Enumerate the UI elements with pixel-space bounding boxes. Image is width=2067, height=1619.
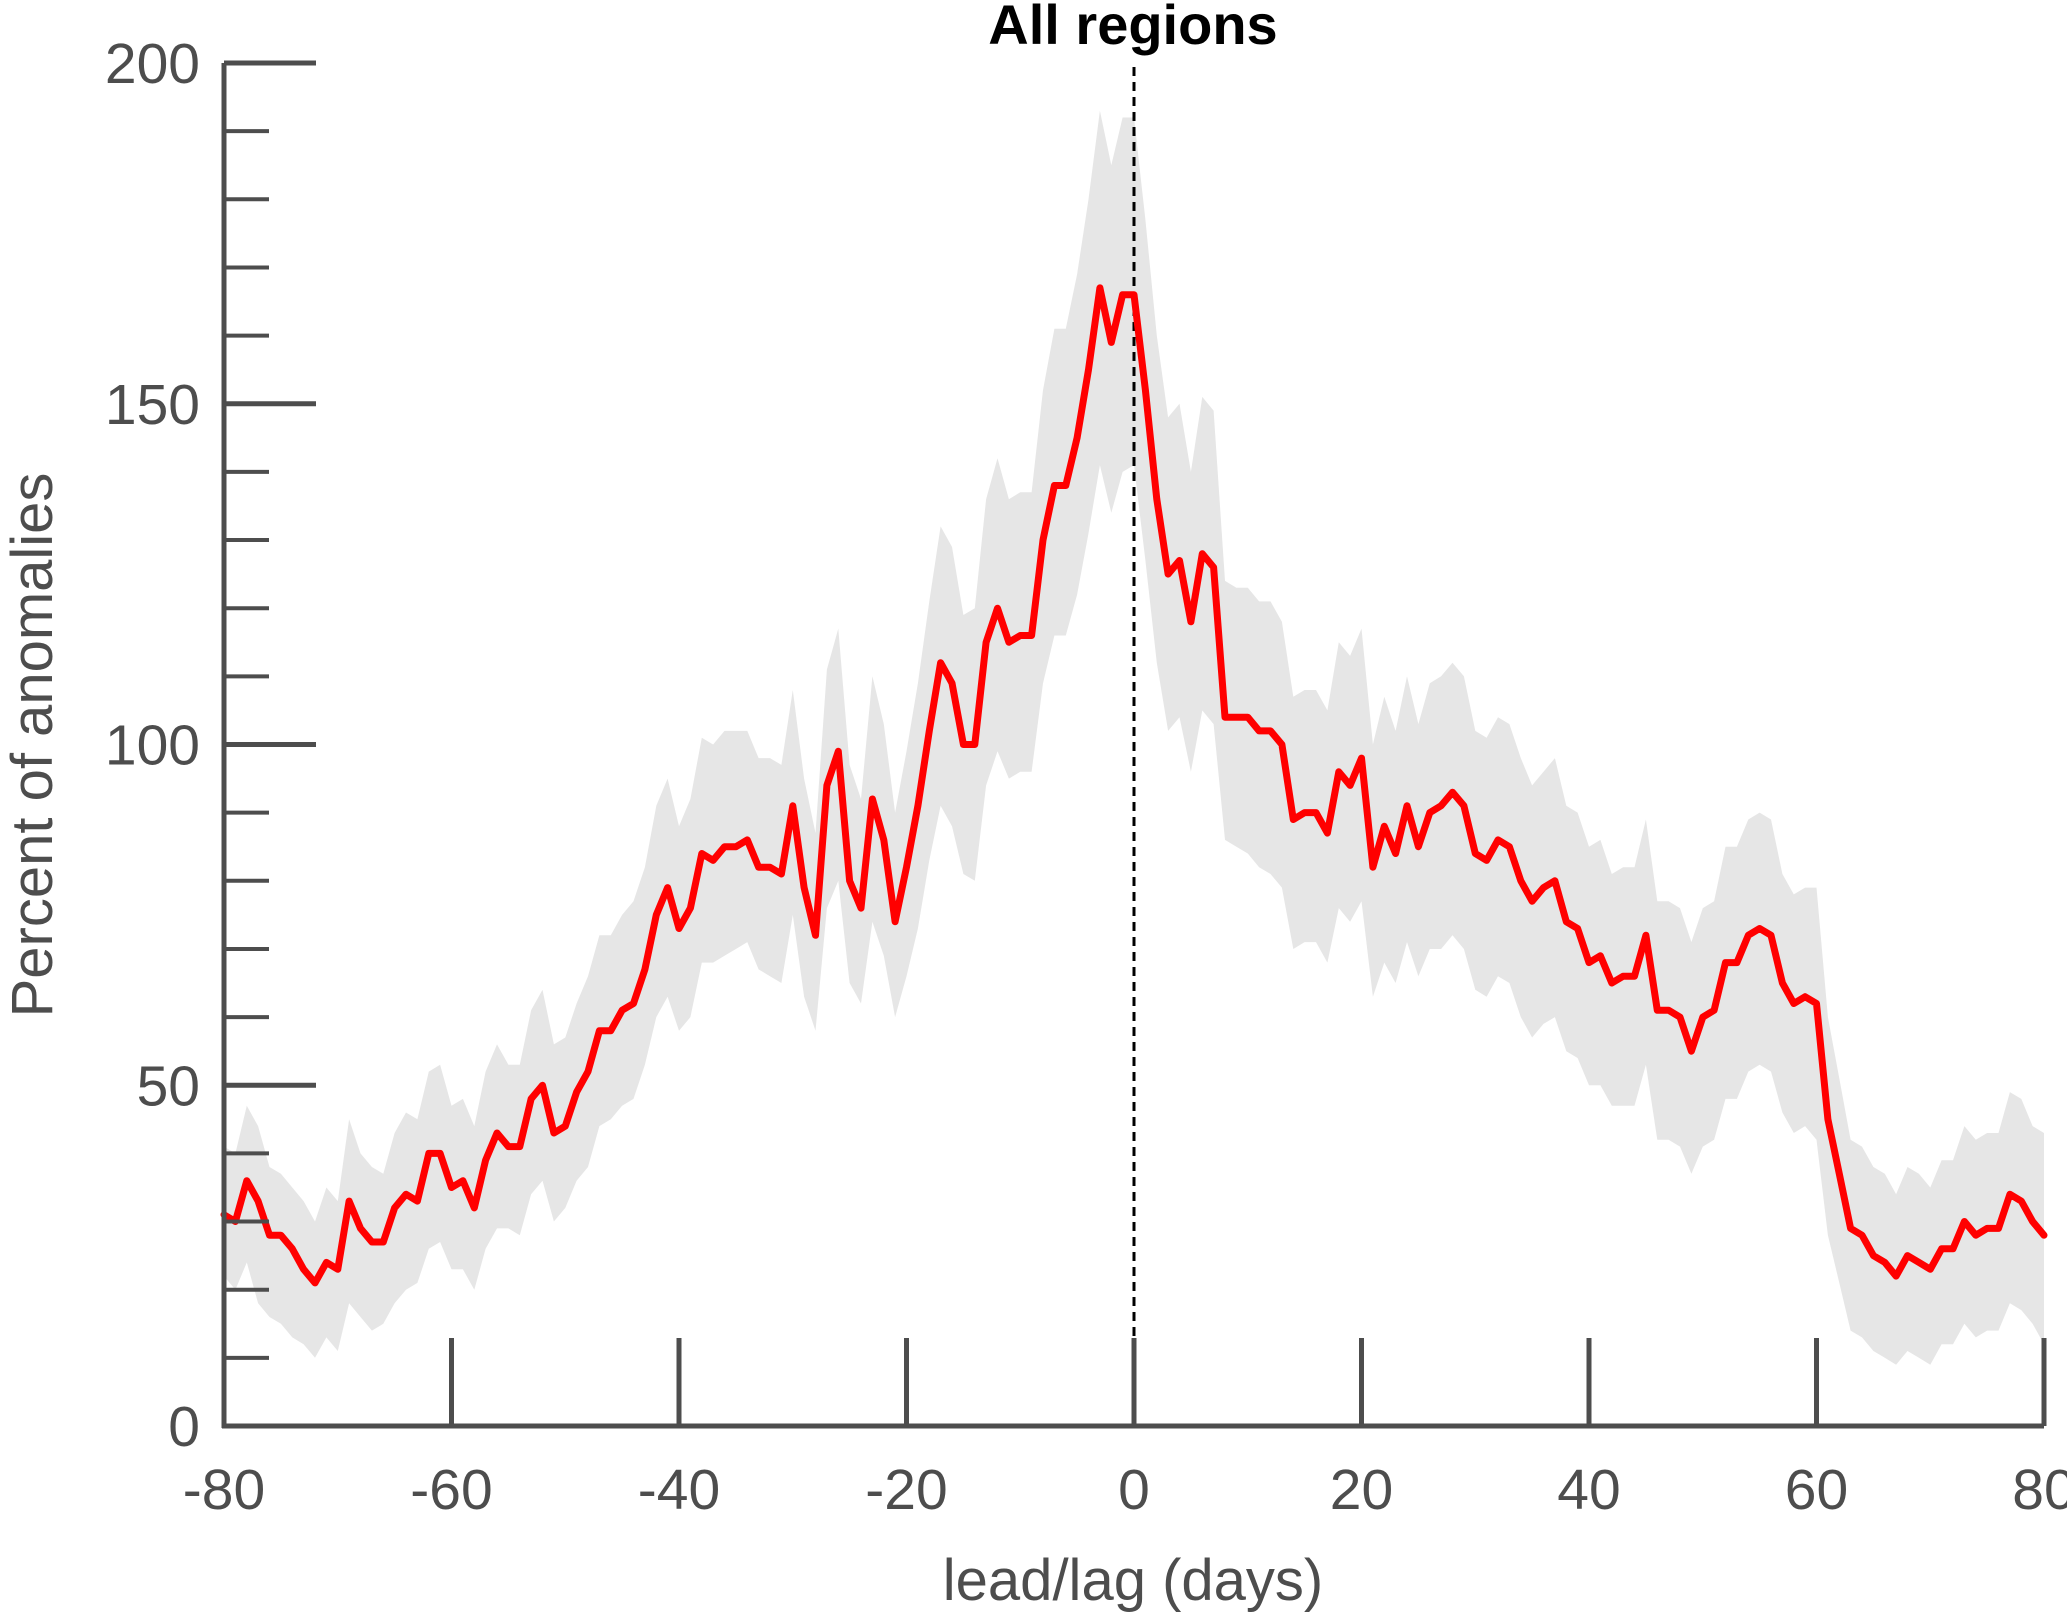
axes <box>221 60 2047 1429</box>
x-tick-label: 0 <box>1118 1458 1150 1522</box>
x-tick-label: -80 <box>183 1458 265 1522</box>
x-tick-label: 60 <box>1785 1458 1848 1522</box>
series-line-layer <box>220 284 2048 1287</box>
x-tick-label: 40 <box>1557 1458 1620 1522</box>
x-tick-label: -60 <box>410 1458 492 1522</box>
x-axis-label: lead/lag (days) <box>943 1548 1323 1613</box>
tick-labels: 0 50 100 150 200 -80 -60 -40 -20 0 20 40 60 80 <box>105 32 2067 1522</box>
x-tick-label: 80 <box>2012 1458 2067 1522</box>
y-tick-label: 100 <box>105 714 200 778</box>
y-tick-label: 0 <box>168 1395 200 1459</box>
x-tick-label: -40 <box>638 1458 720 1522</box>
x-tick-label: -20 <box>865 1458 947 1522</box>
y-tick-label: 50 <box>137 1054 200 1118</box>
y-axis-label: Percent of anomalies <box>0 473 65 1018</box>
series-line <box>220 284 2048 1287</box>
chart-title: All regions <box>988 0 1277 56</box>
y-tick-label: 150 <box>105 373 200 437</box>
y-tick-label: 200 <box>105 32 200 96</box>
confidence-band-layer <box>224 110 2044 1365</box>
uncertainty-band <box>224 110 2044 1365</box>
x-tick-label: 20 <box>1330 1458 1393 1522</box>
